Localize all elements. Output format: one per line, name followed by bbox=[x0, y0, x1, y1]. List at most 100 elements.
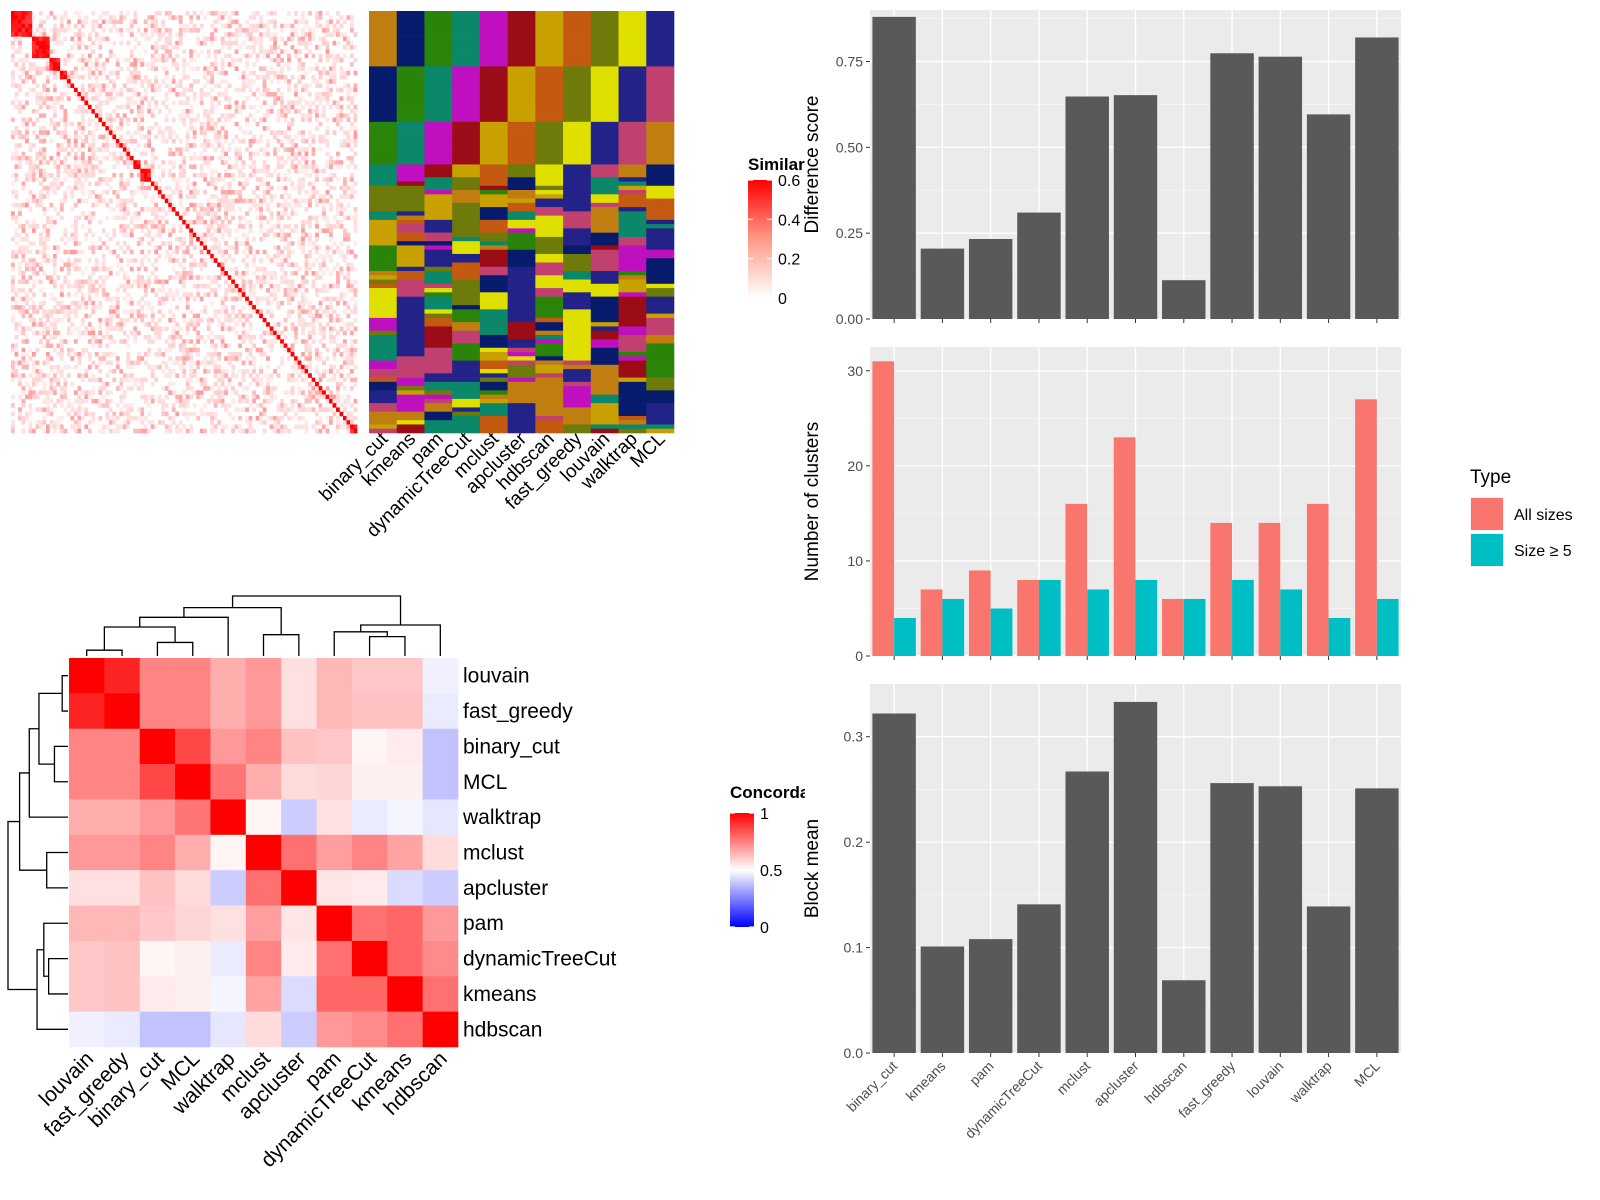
similarity-cell bbox=[255, 168, 260, 174]
similarity-cell bbox=[262, 249, 267, 255]
similarity-cell bbox=[52, 364, 57, 370]
similarity-cell bbox=[150, 369, 155, 374]
similarity-cell bbox=[91, 190, 96, 195]
assignment-cell bbox=[452, 87, 481, 93]
similarity-cell bbox=[290, 352, 295, 357]
similarity-cell bbox=[318, 36, 323, 42]
similarity-cell bbox=[238, 109, 242, 114]
assignment-cell bbox=[369, 271, 398, 276]
similarity-cell bbox=[11, 420, 15, 425]
similarity-cell bbox=[259, 369, 263, 374]
similarity-cell bbox=[164, 364, 169, 370]
similarity-cell bbox=[52, 177, 57, 182]
similarity-cell bbox=[38, 32, 43, 37]
similarity-cell bbox=[241, 232, 246, 238]
similarity-cell bbox=[353, 181, 358, 187]
similarity-cell bbox=[14, 126, 19, 131]
assignment-cell bbox=[479, 198, 508, 204]
similarity-cell bbox=[262, 352, 267, 357]
similarity-cell bbox=[49, 181, 54, 187]
similarity-cell bbox=[66, 49, 71, 54]
similarity-cell bbox=[21, 228, 26, 233]
similarity-cell bbox=[203, 411, 208, 417]
assignment-cell bbox=[369, 121, 398, 127]
similarity-cell bbox=[143, 352, 148, 357]
similarity-cell bbox=[308, 28, 312, 33]
similarity-cell bbox=[105, 390, 110, 395]
similarity-cell bbox=[45, 326, 50, 331]
similarity-cell bbox=[199, 207, 204, 212]
similarity-cell bbox=[45, 185, 50, 191]
similarity-cell bbox=[66, 83, 71, 89]
similarity-cell bbox=[315, 309, 319, 314]
similarity-cell bbox=[182, 155, 187, 161]
similarity-cell bbox=[343, 300, 347, 306]
assignment-cell bbox=[452, 313, 481, 319]
similarity-cell bbox=[94, 245, 99, 250]
similarity-cell bbox=[266, 207, 270, 212]
similarity-cell bbox=[140, 381, 145, 387]
similarity-cell bbox=[262, 32, 267, 37]
similarity-cell bbox=[49, 424, 54, 430]
assignment-cell bbox=[369, 403, 398, 408]
similarity-cell bbox=[122, 390, 127, 395]
assignment-cell bbox=[369, 232, 398, 238]
similarity-cell bbox=[168, 130, 173, 135]
similarity-cell bbox=[346, 326, 351, 331]
similarity-cell bbox=[84, 373, 89, 378]
similarity-cell bbox=[21, 364, 26, 370]
similarity-cell bbox=[168, 168, 173, 174]
similarity-cell bbox=[227, 352, 232, 357]
similarity-cell bbox=[220, 91, 225, 97]
similarity-cell bbox=[24, 19, 29, 25]
similarity-cell bbox=[14, 343, 19, 349]
similarity-cell bbox=[150, 168, 155, 174]
assignment-cell bbox=[396, 232, 425, 238]
similarity-cell bbox=[213, 253, 218, 259]
similarity-cell bbox=[115, 322, 120, 327]
similarity-cell bbox=[157, 177, 162, 182]
similarity-cell bbox=[290, 390, 295, 395]
similarity-cell bbox=[14, 292, 19, 297]
similarity-cell bbox=[294, 100, 298, 106]
similarity-cell bbox=[224, 207, 228, 212]
similarity-cell bbox=[315, 117, 319, 123]
similarity-cell bbox=[49, 96, 54, 101]
similarity-cell bbox=[154, 79, 159, 84]
similarity-cell bbox=[269, 70, 274, 76]
similarity-cell bbox=[136, 113, 141, 118]
similarity-cell bbox=[182, 117, 187, 123]
similarity-cell bbox=[311, 317, 316, 323]
similarity-cell bbox=[38, 330, 43, 336]
similarity-cell bbox=[14, 347, 19, 353]
similarity-cell bbox=[325, 283, 330, 289]
similarity-cell bbox=[91, 70, 96, 76]
similarity-cell bbox=[56, 300, 61, 306]
similarity-cell bbox=[157, 398, 162, 404]
similarity-cell bbox=[108, 305, 113, 310]
similarity-cell bbox=[45, 360, 50, 366]
similarity-cell bbox=[21, 279, 26, 285]
similarity-cell bbox=[31, 300, 36, 306]
assignment-cell bbox=[369, 168, 398, 174]
similarity-cell bbox=[206, 202, 211, 208]
similarity-cell bbox=[77, 288, 82, 293]
similarity-cell bbox=[231, 113, 235, 118]
similarity-cell bbox=[129, 407, 134, 412]
similarity-cell bbox=[11, 100, 15, 106]
similarity-cell bbox=[343, 130, 347, 135]
similarity-cell bbox=[332, 283, 337, 289]
similarity-cell bbox=[217, 70, 221, 76]
similarity-cell bbox=[14, 253, 19, 259]
similarity-cell bbox=[59, 300, 64, 306]
similarity-cell bbox=[259, 236, 263, 242]
similarity-cell bbox=[220, 143, 225, 148]
similarity-cell bbox=[238, 45, 242, 50]
similarity-cell bbox=[52, 347, 57, 353]
similarity-cell bbox=[24, 126, 29, 131]
similarity-cell bbox=[287, 377, 291, 383]
similarity-cell bbox=[220, 369, 225, 374]
assignment-cell bbox=[424, 245, 453, 250]
similarity-cell bbox=[287, 121, 291, 127]
similarity-cell bbox=[45, 219, 50, 225]
